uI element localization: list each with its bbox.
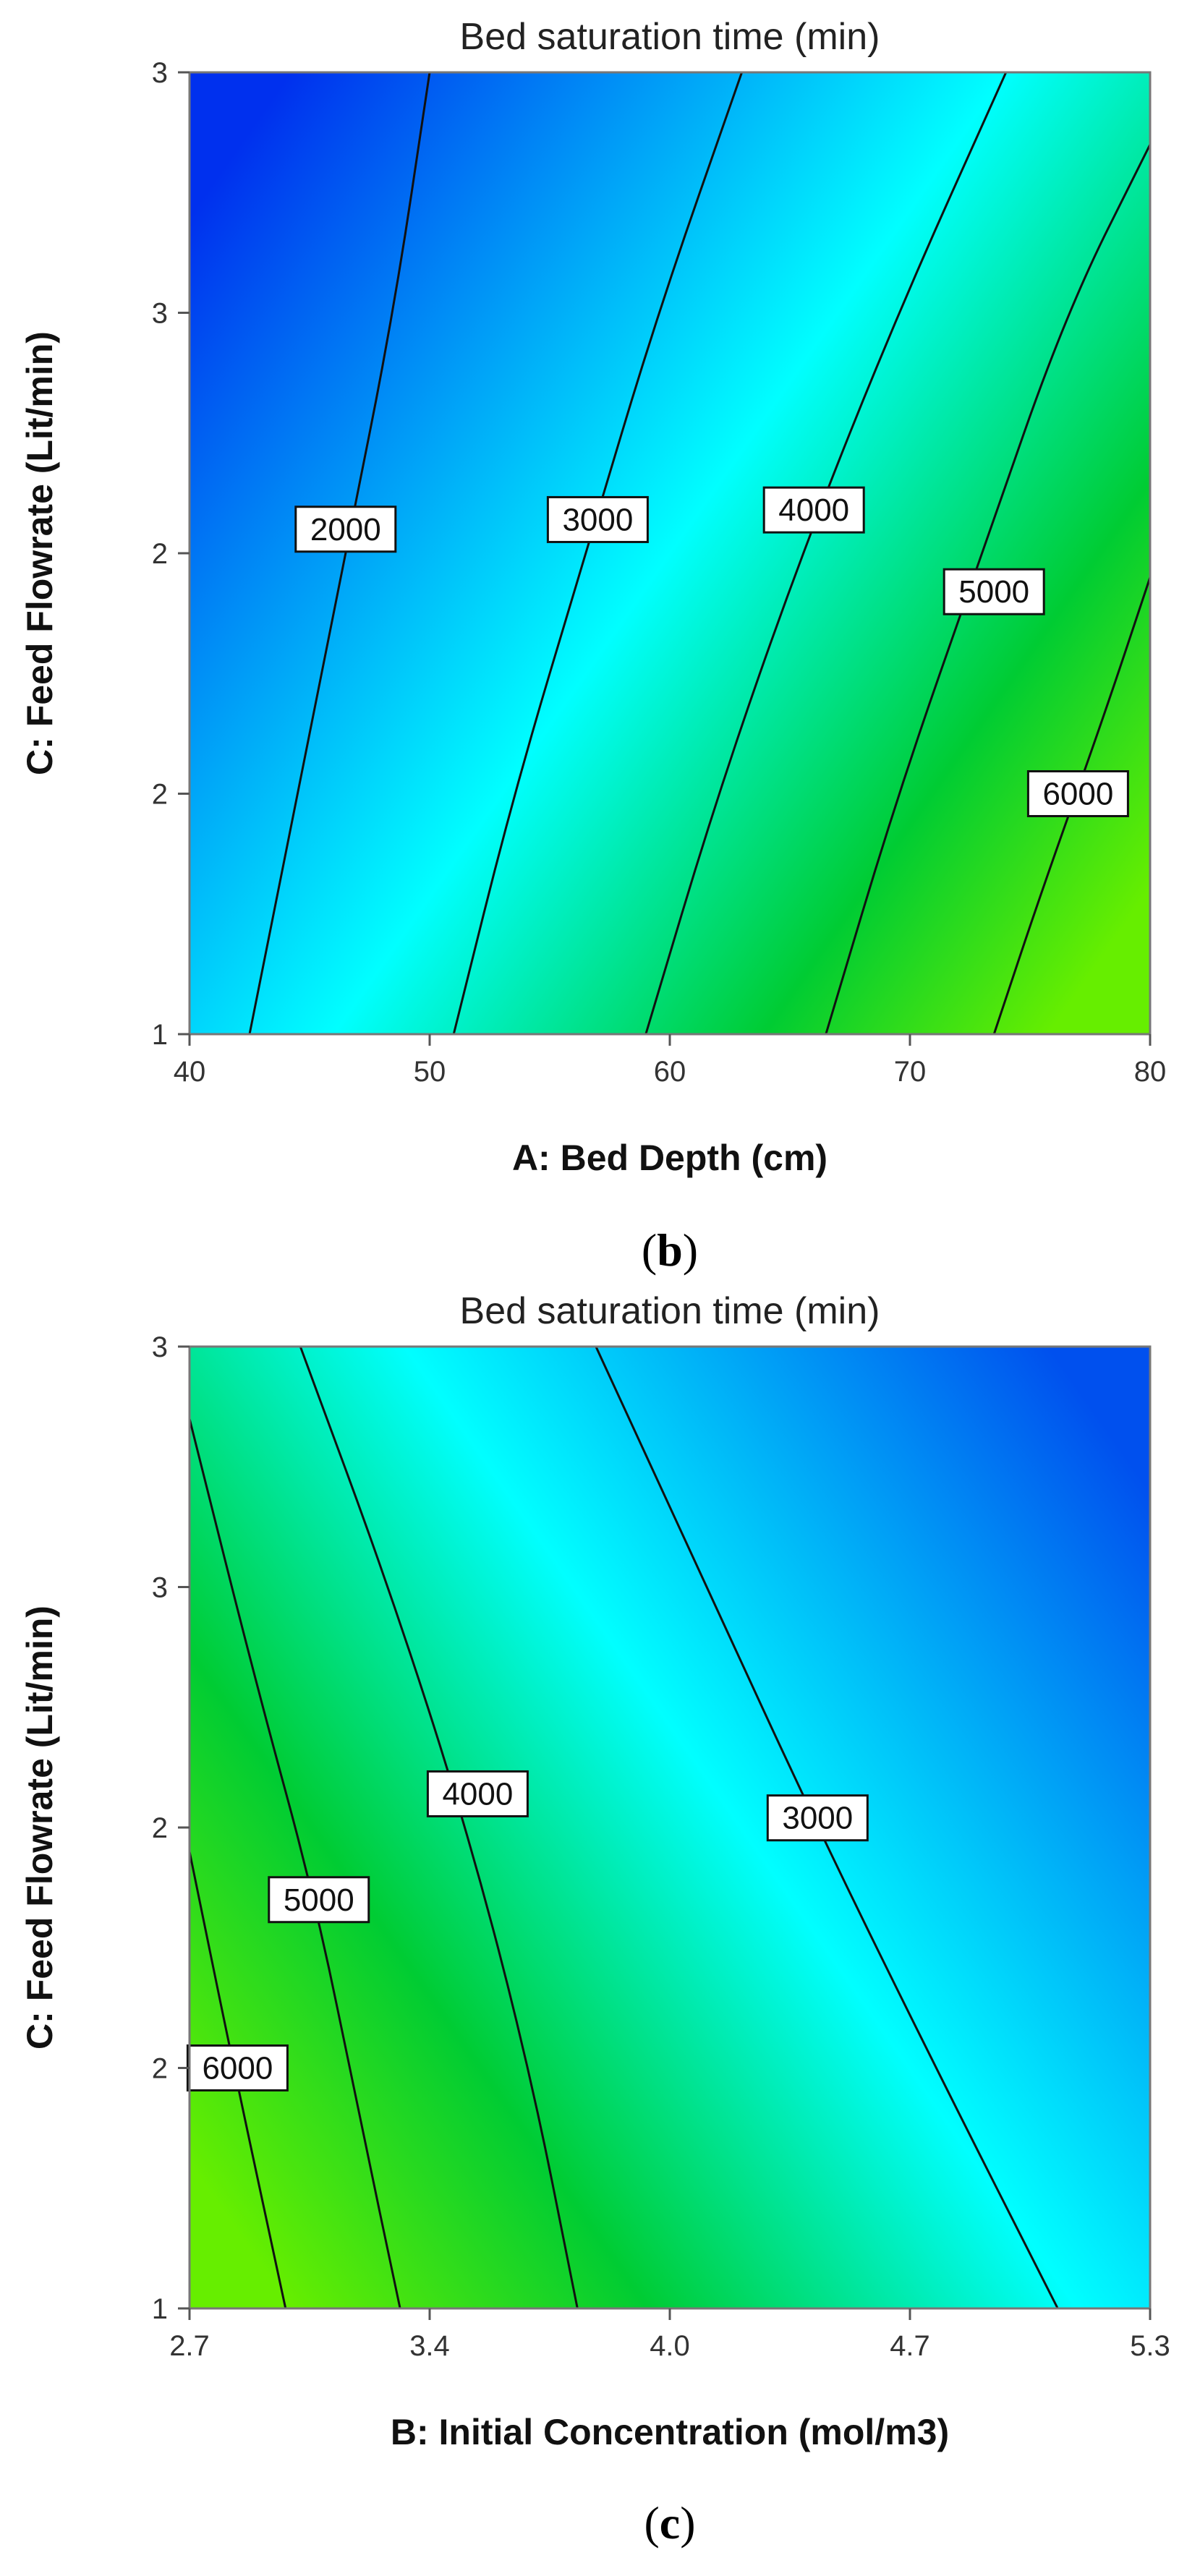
contour-line-5000	[188, 1418, 401, 2309]
contour-label-5000: 5000	[958, 574, 1029, 610]
panel-letter: b	[657, 1224, 683, 1276]
contour-line-2000	[248, 72, 431, 1035]
x-axis-label: A: Bed Depth (cm)	[512, 1138, 827, 1178]
panel-label: (b)	[642, 1224, 698, 1276]
panel-label: (c)	[644, 2497, 695, 2549]
y-tick-label: 1	[152, 1019, 168, 1051]
contour-line-4000	[299, 1346, 579, 2309]
contour-label-box	[268, 1876, 370, 1924]
contour-label-4000: 4000	[778, 492, 849, 528]
color-field	[190, 72, 1150, 1034]
contour-label-box	[942, 568, 1045, 615]
y-axis-label: C: Feed Flowrate (Lit/min)	[20, 1605, 60, 2050]
contour-label-6000: 6000	[1042, 777, 1113, 812]
panel-c: 3000 4000 5000 6000 2.7 3.4 4.0 4.7 5.3 1 2 2 3 3 Bed …	[20, 1290, 1170, 2549]
x-tick-label: 3.4	[409, 2330, 450, 2362]
contour-label-4000: 4000	[442, 1776, 513, 1812]
contour-line-6000	[188, 1851, 287, 2309]
contour-label-5000: 5000	[284, 1882, 354, 1918]
panel-letter: c	[660, 2497, 680, 2549]
x-tick-label: 80	[1134, 1056, 1167, 1088]
y-tick-label: 3	[152, 298, 168, 330]
contour-label-3000: 3000	[782, 1801, 853, 1836]
contour-label-box	[294, 506, 397, 553]
y-tick-label: 2	[152, 2053, 168, 2085]
contour-label-box	[546, 495, 649, 543]
x-tick-label: 4.0	[650, 2330, 690, 2362]
contour-line-3000	[595, 1346, 1059, 2309]
chart-title: Bed saturation time (min)	[460, 16, 880, 58]
x-tick-label: 4.7	[890, 2330, 930, 2362]
panel-b: 2000 3000 4000 5000 6000 40 50 60 70 80 1 2 2 3 3 Bed s…	[20, 16, 1166, 1276]
x-tick-label: 2.7	[169, 2330, 210, 2362]
y-tick-label: 2	[152, 1812, 168, 1844]
contour-line-6000	[992, 576, 1152, 1035]
contour-label-box	[426, 1770, 529, 1817]
y-tick-label: 2	[152, 538, 168, 570]
x-tick-label: 60	[654, 1056, 686, 1088]
x-tick-label: 5.3	[1130, 2330, 1170, 2362]
contour-line-3000	[452, 72, 744, 1035]
x-tick-label: 50	[414, 1056, 446, 1088]
y-tick-label: 1	[152, 2293, 168, 2325]
contour-label-2000: 2000	[310, 512, 381, 547]
contour-label-box	[762, 486, 865, 534]
contour-label-box	[766, 1794, 869, 1842]
contour-label-3000: 3000	[562, 502, 633, 537]
y-tick-label: 2	[152, 779, 168, 811]
y-tick-label: 3	[152, 1331, 168, 1363]
color-field	[190, 1347, 1150, 2308]
y-axis-label: C: Feed Flowrate (Lit/min)	[20, 331, 60, 775]
chart-title: Bed saturation time (min)	[460, 1290, 880, 1332]
contour-label-6000: 6000	[202, 2051, 273, 2086]
x-tick-label: 40	[174, 1056, 206, 1088]
y-tick-label: 3	[152, 57, 168, 89]
contour-line-5000	[825, 144, 1152, 1035]
x-tick-label: 70	[894, 1056, 927, 1088]
contour-line-4000	[644, 72, 1008, 1035]
contour-label-box	[1026, 770, 1129, 817]
x-axis-label: B: Initial Concentration (mol/m3)	[391, 2412, 949, 2452]
y-tick-label: 3	[152, 1572, 168, 1604]
